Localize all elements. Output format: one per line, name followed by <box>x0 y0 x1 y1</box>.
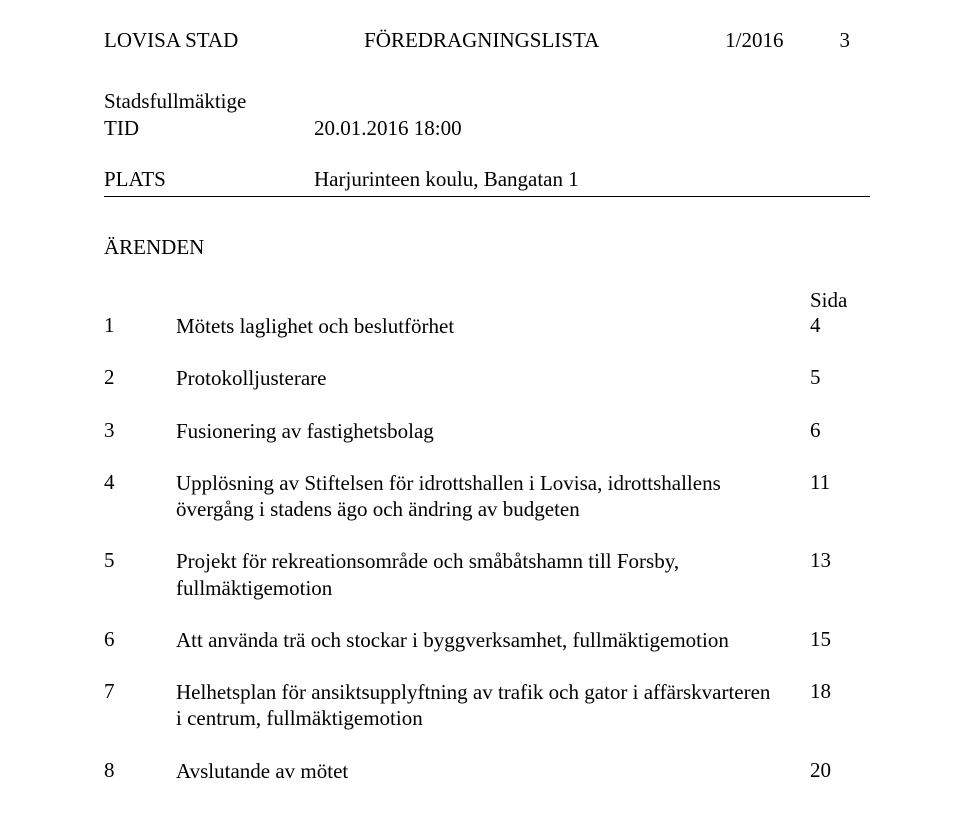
plats-label: PLATS <box>104 167 314 192</box>
item-page: 20 <box>810 758 870 784</box>
item-text: Avslutande av mötet <box>176 758 810 784</box>
item-text: Mötets laglighet och beslutförhet <box>176 313 810 339</box>
item-text: Projekt för rekreationsområde och småbåt… <box>176 548 810 601</box>
agenda-item: 1 Mötets laglighet och beslutförhet 4 <box>104 313 870 339</box>
document-page: LOVISA STAD FÖREDRAGNINGSLISTA 1/2016 3 … <box>0 0 960 784</box>
item-page: 5 <box>810 365 870 391</box>
item-number: 3 <box>104 418 176 444</box>
header-row: LOVISA STAD FÖREDRAGNINGSLISTA 1/2016 3 <box>104 28 870 53</box>
item-number: 1 <box>104 313 176 339</box>
plats-value: Harjurinteen koulu, Bangatan 1 <box>314 167 579 192</box>
item-number: 6 <box>104 627 176 653</box>
sida-label-row: Sida <box>104 288 870 313</box>
agenda-item: 5 Projekt för rekreationsområde och småb… <box>104 548 870 601</box>
item-text: Helhetsplan för ansiktsupplyftning av tr… <box>176 679 810 732</box>
agenda-item: 8 Avslutande av mötet 20 <box>104 758 870 784</box>
agenda-item: 6 Att använda trä och stockar i byggverk… <box>104 627 870 653</box>
meeting-body: Stadsfullmäktige <box>104 89 870 114</box>
item-page: 15 <box>810 627 870 653</box>
item-number: 7 <box>104 679 176 732</box>
agenda-items: Sida 1 Mötets laglighet och beslutförhet… <box>104 288 870 784</box>
header-right-group: 1/2016 3 <box>725 28 850 53</box>
item-number: 5 <box>104 548 176 601</box>
item-page: 13 <box>810 548 870 601</box>
item-text: Att använda trä och stockar i byggverksa… <box>176 627 810 653</box>
tid-row: TID 20.01.2016 18:00 <box>104 116 870 141</box>
col-text-spacer <box>176 288 810 313</box>
header-doc-number: 1/2016 <box>725 28 783 53</box>
tid-label: TID <box>104 116 314 141</box>
item-number: 4 <box>104 470 176 523</box>
agenda-item: 2 Protokolljusterare 5 <box>104 365 870 391</box>
tid-value: 20.01.2016 18:00 <box>314 116 462 141</box>
agenda-item: 7 Helhetsplan för ansiktsupplyftning av … <box>104 679 870 732</box>
agenda-item: 4 Upplösning av Stiftelsen för idrottsha… <box>104 470 870 523</box>
item-page: 18 <box>810 679 870 732</box>
header-page-number: 3 <box>839 28 850 53</box>
item-text: Protokolljusterare <box>176 365 810 391</box>
header-doc-type: FÖREDRAGNINGSLISTA <box>364 28 599 53</box>
divider-rule <box>104 196 870 197</box>
agenda-heading: ÄRENDEN <box>104 235 870 260</box>
item-text: Fusionering av fastighetsbolag <box>176 418 810 444</box>
agenda-item: 3 Fusionering av fastighetsbolag 6 <box>104 418 870 444</box>
header-org: LOVISA STAD <box>104 28 238 53</box>
item-page: 11 <box>810 470 870 523</box>
item-text: Upplösning av Stiftelsen för idrottshall… <box>176 470 810 523</box>
item-number: 2 <box>104 365 176 391</box>
item-number: 8 <box>104 758 176 784</box>
item-page: 6 <box>810 418 870 444</box>
item-page: 4 <box>810 313 870 339</box>
col-num-spacer <box>104 288 176 313</box>
sida-label: Sida <box>810 288 870 313</box>
plats-row: PLATS Harjurinteen koulu, Bangatan 1 <box>104 167 870 192</box>
